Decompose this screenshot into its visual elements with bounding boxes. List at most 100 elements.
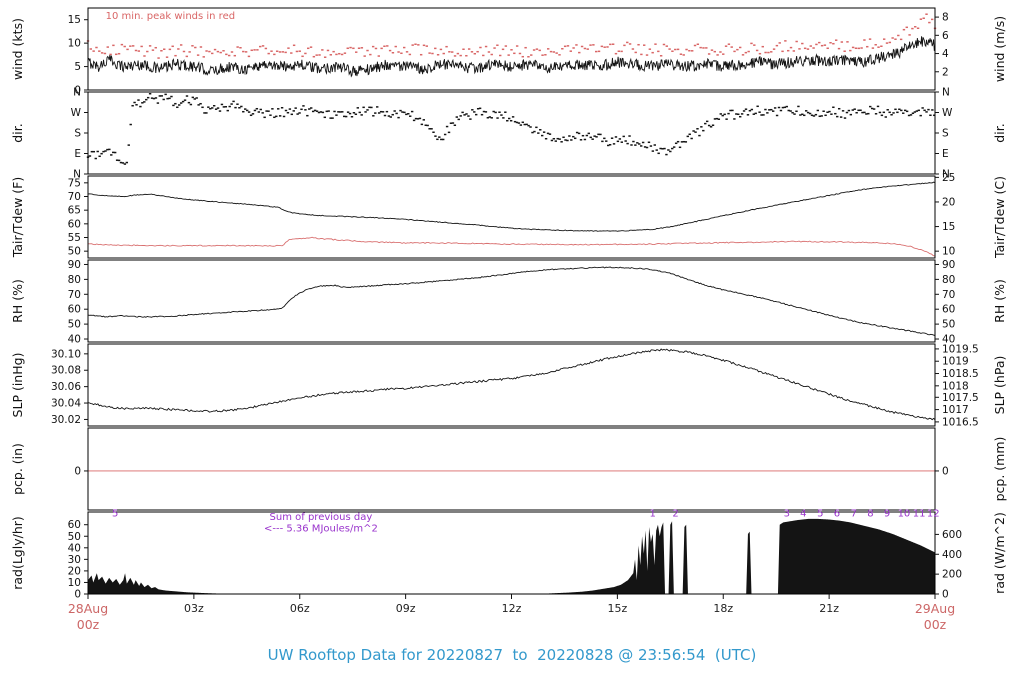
axis-label-left-temp: Tair/Tdew (F) [10, 177, 25, 258]
tick-label-left-dir: E [74, 148, 81, 160]
tick-label-left-dir: N [73, 87, 81, 99]
annotation-text: 9 [884, 509, 890, 520]
axis-label-right-temp: Tair/Tdew (C) [992, 176, 1007, 259]
tick-label-right-temp: 10 [942, 246, 955, 258]
series-air-temperature [87, 181, 936, 232]
x-date-start-line2: 00z [77, 617, 100, 632]
panel-temp-box [87, 175, 936, 259]
tick-label-right-wind: 4 [942, 48, 949, 60]
tick-label-left-rad: 60 [68, 519, 81, 531]
tick-label-right-slp: 1019.5 [942, 343, 979, 355]
axis-label-right-pcp: pcp. (mm) [992, 437, 1007, 502]
axis-label-left-rh: RH (%) [10, 279, 25, 323]
tick-label-right-temp: 15 [942, 221, 955, 233]
tick-label-left-temp: 60 [68, 218, 81, 230]
tick-label-right-rh: 80 [942, 274, 955, 286]
tick-label-left-temp: 70 [68, 191, 81, 203]
tick-label-right-rh: 70 [942, 289, 955, 301]
annotation-text: 5 [112, 509, 118, 520]
annotation-text: 7 [851, 509, 857, 520]
axis-label-right-wind: wind (m/s) [992, 16, 1007, 82]
tick-label-right-pcp: 0 [942, 465, 949, 477]
axis-label-left-dir: dir. [10, 123, 25, 142]
tick-label-right-wind: 8 [942, 12, 949, 24]
tick-label-right-dir: N [942, 169, 950, 181]
x-tick-label: 06z [290, 602, 310, 615]
tick-label-right-slp: 1016.5 [942, 416, 979, 428]
tick-label-right-dir: E [942, 148, 949, 160]
tick-label-left-rh: 90 [68, 259, 81, 271]
panel-rh-box [87, 259, 936, 343]
tick-label-left-rad: 0 [74, 589, 81, 601]
tick-label-left-rad: 30 [68, 554, 81, 566]
tick-label-left-rh: 40 [68, 334, 81, 346]
annotation-text: 10 [898, 509, 911, 520]
tick-label-right-slp: 1017 [942, 404, 969, 416]
tick-label-left-wind: 15 [68, 14, 81, 26]
tick-label-right-slp: 1017.5 [942, 392, 979, 404]
tick-label-left-rad: 40 [68, 542, 81, 554]
x-date-end-line1: 29Aug [915, 601, 955, 616]
tick-label-right-wind: 6 [942, 30, 949, 42]
tick-label-left-slp: 30.10 [51, 348, 81, 360]
tick-label-right-rh: 40 [942, 334, 955, 346]
tick-label-right-rh: 90 [942, 259, 955, 271]
tick-label-left-dir: W [71, 107, 82, 119]
panel-wind-box [87, 7, 936, 91]
tick-label-left-temp: 50 [68, 246, 81, 258]
annotation-text: Sum of previous day [270, 512, 373, 523]
tick-label-left-slp: 30.06 [51, 381, 81, 393]
series-wind-average [87, 36, 936, 78]
annotation-text: 3 [784, 509, 790, 520]
tick-label-right-rad: 200 [942, 569, 962, 581]
tick-label-right-rh: 50 [942, 319, 955, 331]
panel-dir-box [87, 91, 936, 175]
figure-title: UW Rooftop Data for 20220827 to 20220828… [267, 646, 757, 664]
tick-label-left-rh: 70 [68, 289, 81, 301]
tick-label-left-rad: 50 [68, 531, 81, 543]
tick-label-left-rh: 80 [68, 274, 81, 286]
tick-label-right-slp: 1019 [942, 356, 969, 368]
tick-label-right-wind: 2 [942, 66, 949, 78]
tick-label-left-slp: 30.08 [51, 365, 81, 377]
tick-label-right-slp: 1018.5 [942, 368, 979, 380]
tick-label-right-rh: 60 [942, 304, 955, 316]
tick-label-left-dir: N [73, 169, 81, 181]
x-tick-label: 12z [502, 602, 522, 615]
annotation-text: 6 [834, 509, 840, 520]
tick-label-left-wind: 10 [68, 38, 81, 50]
annotation-text: 4 [800, 509, 806, 520]
series-dew-point [87, 236, 936, 257]
tick-label-right-temp: 25 [942, 172, 955, 184]
x-tick-label: 09z [396, 602, 416, 615]
annotation-text: 8 [867, 509, 873, 520]
x-date-start-line1: 28Aug [68, 601, 108, 616]
tick-label-left-dir: S [74, 128, 81, 140]
series-wind-10min-peak [86, 13, 937, 59]
tick-label-left-temp: 65 [68, 205, 81, 217]
tick-label-left-rh: 60 [68, 304, 81, 316]
annotation-text: <--- 5.36 MJoules/m^2 [264, 524, 378, 535]
x-tick-label: 03z [184, 602, 204, 615]
annotation-text: 12 [927, 509, 940, 520]
axis-label-left-rad: rad(Lgly/hr) [10, 516, 25, 590]
panel-pcp-box [87, 427, 936, 511]
x-tick-label: 18z [713, 602, 733, 615]
x-tick-label: 21z [819, 602, 839, 615]
tick-label-right-rad: 0 [942, 589, 949, 601]
tick-label-left-rad: 20 [68, 565, 81, 577]
tick-label-left-wind: 5 [74, 61, 81, 73]
tick-label-right-rad: 400 [942, 549, 962, 561]
x-tick-label: 15z [607, 602, 627, 615]
axis-label-left-pcp: pcp. (in) [10, 443, 25, 495]
annotation-text: 1 [649, 509, 655, 520]
tick-label-right-temp: 20 [942, 196, 955, 208]
tick-label-right-dir: N [942, 87, 950, 99]
panel-slp-box [87, 343, 936, 427]
tick-label-left-rad: 10 [68, 577, 81, 589]
series-relative-humidity [87, 266, 936, 337]
tick-label-right-dir: S [942, 128, 949, 140]
annotation-text: 5 [817, 509, 823, 520]
axis-label-right-rad: rad (W/m^2) [992, 512, 1007, 594]
